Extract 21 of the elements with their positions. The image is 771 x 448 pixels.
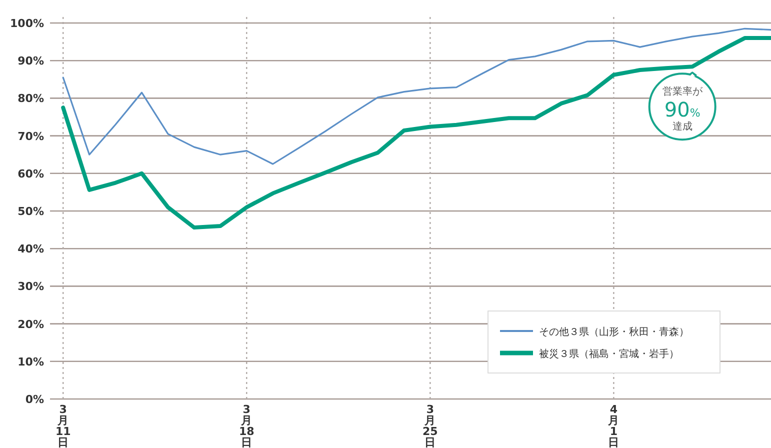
y-tick-label: 100% <box>10 17 44 30</box>
legend-label: 被災３県（福島・宮城・岩手） <box>539 348 679 360</box>
y-tick-label: 70% <box>18 130 44 143</box>
line-series <box>61 36 771 230</box>
y-tick-label: 10% <box>18 355 44 368</box>
y-tick-label: 50% <box>18 205 44 218</box>
y-tick-label: 90% <box>18 54 44 68</box>
legend-label: その他３県（山形・秋田・青森） <box>539 326 689 338</box>
y-tick-label: 30% <box>18 280 44 294</box>
y-tick-label: 40% <box>18 242 44 256</box>
y-tick-label: 60% <box>18 167 44 180</box>
line-series <box>62 28 771 165</box>
x-tick-label: 3月25日 <box>422 403 438 448</box>
annotation: 営業率が 90% 達成 <box>662 86 704 133</box>
x-tick-label: 3月11日 <box>55 403 71 448</box>
callout: 営業率が 90% 達成 <box>648 72 716 141</box>
y-tick-label: 0% <box>25 393 44 406</box>
x-tick-label: 4月1日 <box>607 403 620 448</box>
y-tick-label: 80% <box>18 92 44 106</box>
y-tick-label: 20% <box>18 318 44 331</box>
x-tick-label: 3月18日 <box>238 403 254 448</box>
